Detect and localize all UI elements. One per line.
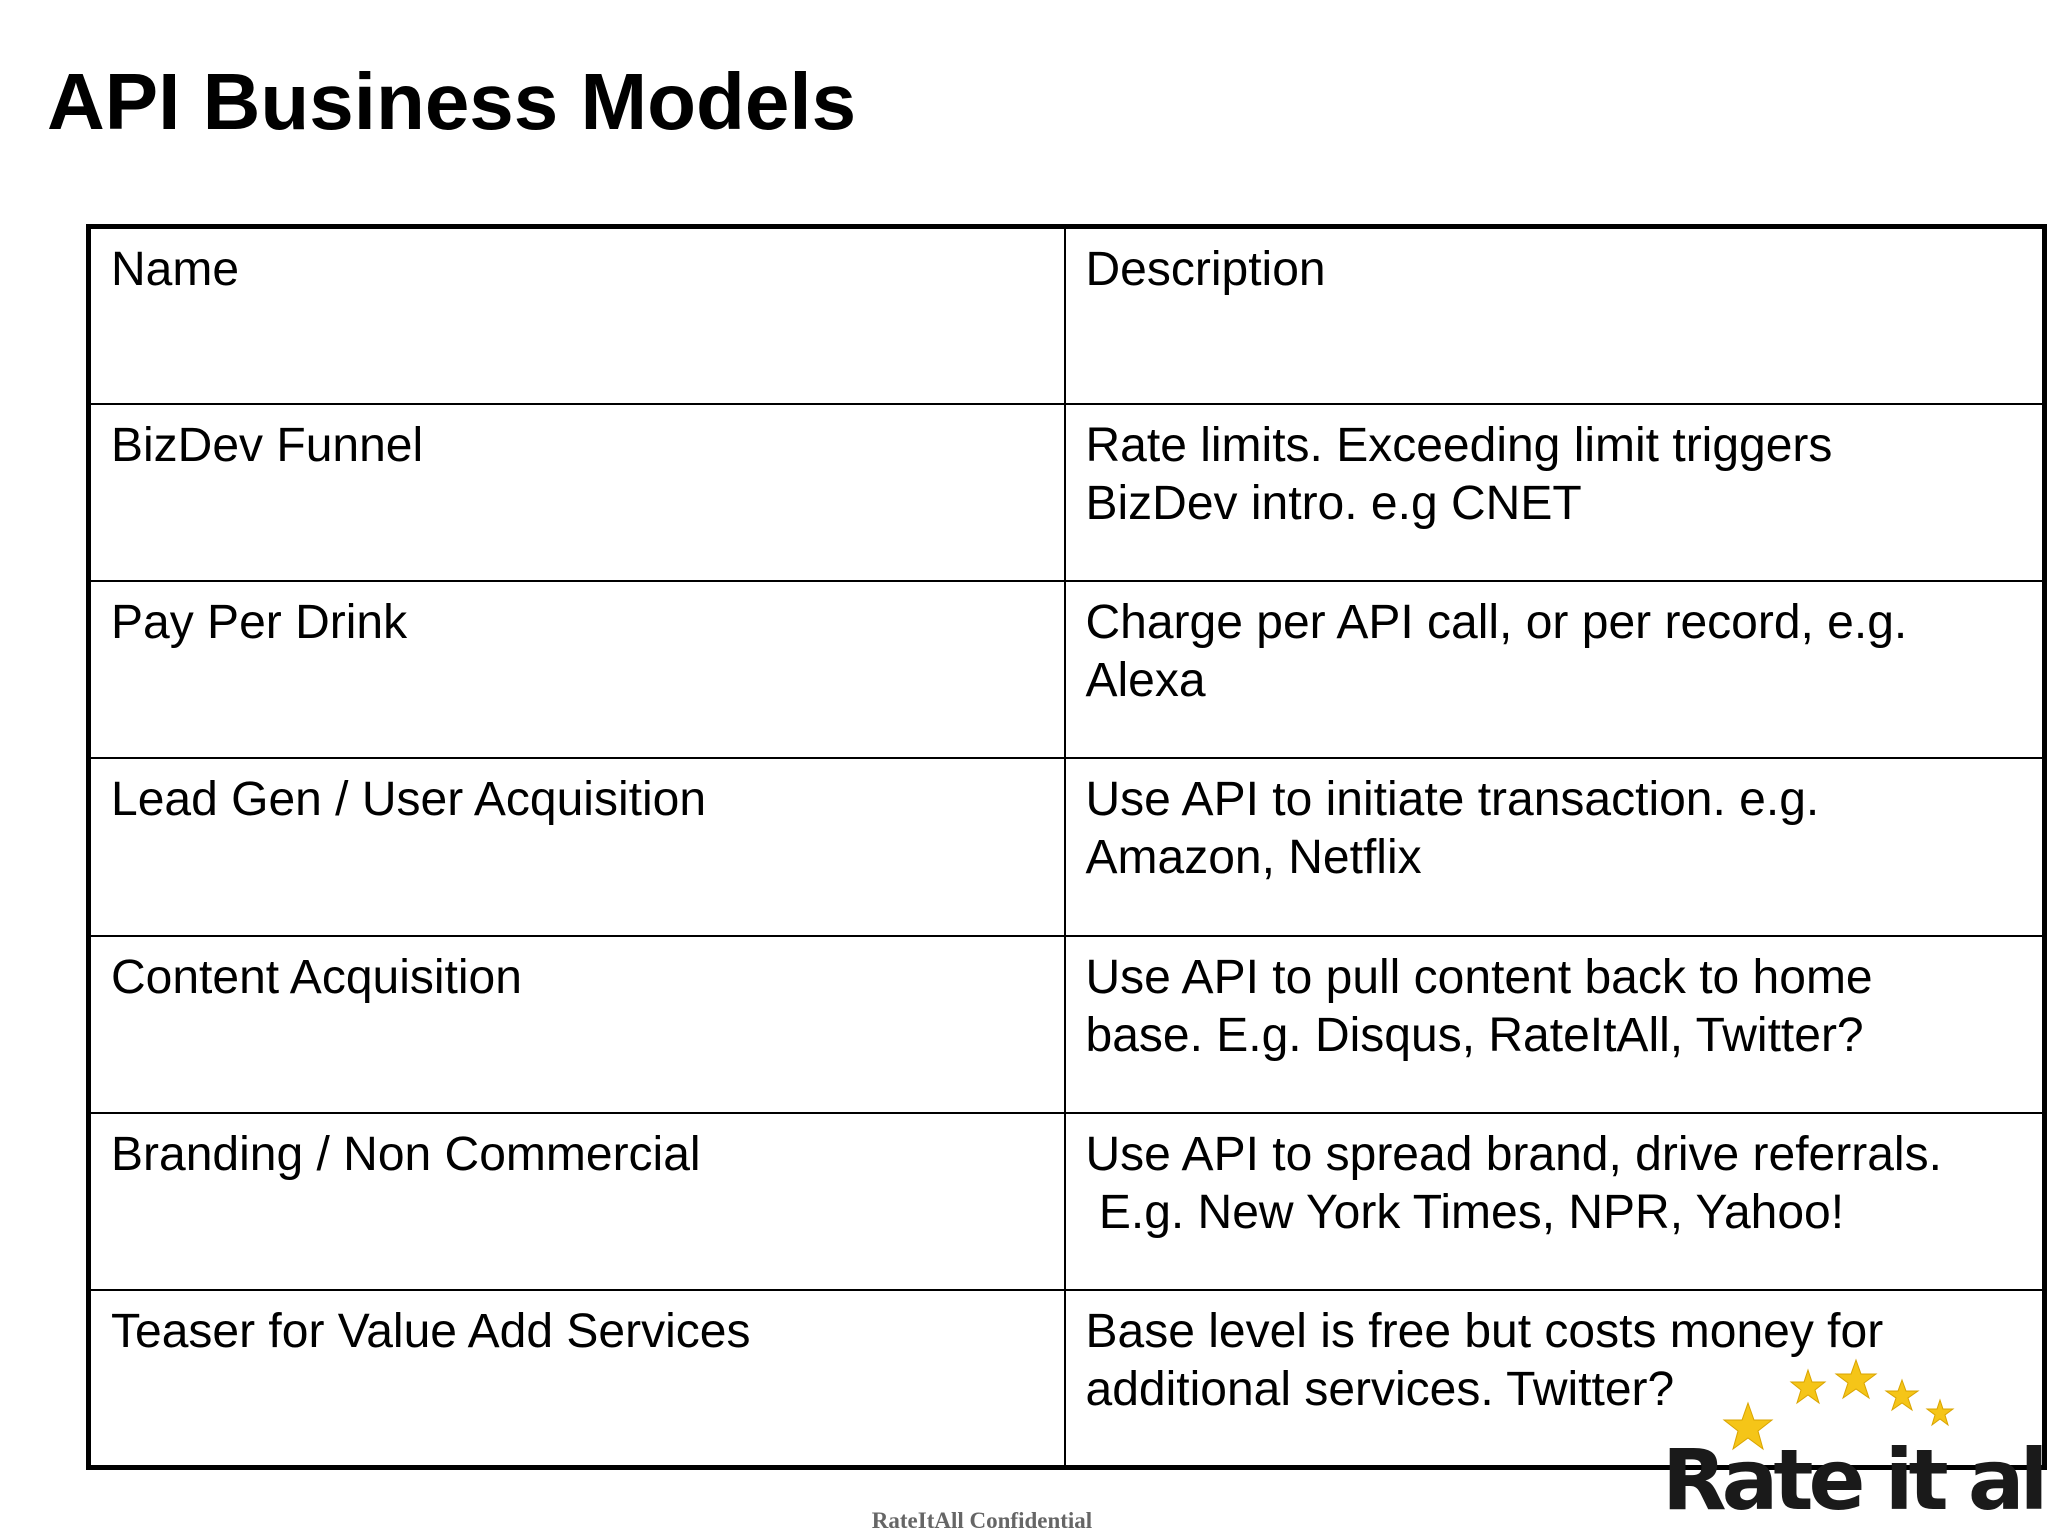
table-row: Content Acquisition Use API to pull cont… bbox=[87, 934, 2046, 1114]
model-description: Use API to pull content back to home bas… bbox=[1063, 934, 2046, 1114]
header-description: Description bbox=[1063, 225, 2046, 405]
description-line: Use API to initiate transaction. e.g. bbox=[1085, 773, 1820, 827]
model-name: Content Acquisition bbox=[87, 934, 1066, 1114]
table-row: Pay Per Drink Charge per API call, or pe… bbox=[87, 580, 2046, 760]
description-line: Charge per API call, or per record, e.g. bbox=[1085, 596, 1908, 650]
description-line: E.g. New York Times, NPR, Yahoo! bbox=[1085, 1185, 1845, 1239]
table-row: Teaser for Value Add Services Base level… bbox=[87, 1289, 2046, 1469]
table-header-row: Name Description bbox=[87, 225, 2046, 405]
model-description: Base level is free but costs money for a… bbox=[1063, 1289, 2046, 1469]
table-row: Lead Gen / User Acquisition Use API to i… bbox=[87, 757, 2046, 937]
logo-stars-icon bbox=[1722, 1358, 1955, 1451]
description-line: Use API to spread brand, drive referrals… bbox=[1085, 1127, 1942, 1181]
model-name: Teaser for Value Add Services bbox=[87, 1289, 1066, 1469]
model-name: Pay Per Drink bbox=[87, 580, 1066, 760]
description-line: Rate limits. Exceeding limit triggers bbox=[1085, 418, 1833, 472]
model-description: Use API to spread brand, drive referrals… bbox=[1063, 1111, 2046, 1292]
description-line: additional services. Twitter? bbox=[1085, 1363, 1675, 1417]
description-line: Base level is free but costs money for bbox=[1085, 1305, 1884, 1359]
description-line: base. E.g. Disqus, RateItAll, Twitter? bbox=[1085, 1008, 1864, 1062]
header-name: Name bbox=[87, 225, 1066, 405]
description-line: Use API to pull content back to home bbox=[1085, 950, 1873, 1004]
model-description: Charge per API call, or per record, e.g.… bbox=[1063, 580, 2046, 760]
slide-title: API Business Models bbox=[47, 57, 857, 146]
rateitall-logo: Rate it all! bbox=[1648, 1358, 2048, 1528]
business-models-table: Name Description BizDev Funnel Rate limi… bbox=[86, 224, 2047, 1470]
table-row: Branding / Non Commercial Use API to spr… bbox=[87, 1111, 2046, 1292]
model-description: Use API to initiate transaction. e.g. Am… bbox=[1063, 757, 2046, 937]
model-description: Rate limits. Exceeding limit triggers Bi… bbox=[1063, 402, 2046, 583]
model-name: Lead Gen / User Acquisition bbox=[87, 757, 1066, 937]
model-name: Branding / Non Commercial bbox=[87, 1111, 1066, 1292]
model-name: BizDev Funnel bbox=[87, 402, 1066, 583]
confidential-footer: RateItAll Confidential bbox=[871, 1508, 1093, 1533]
table-row: BizDev Funnel Rate limits. Exceeding lim… bbox=[87, 402, 2046, 583]
logo-wordmark: Rate it all! bbox=[1662, 1431, 2048, 1529]
description-line: BizDev intro. e.g CNET bbox=[1085, 476, 1582, 530]
description-line: Amazon, Netflix bbox=[1085, 831, 1422, 885]
description-line: Alexa bbox=[1085, 654, 1206, 708]
